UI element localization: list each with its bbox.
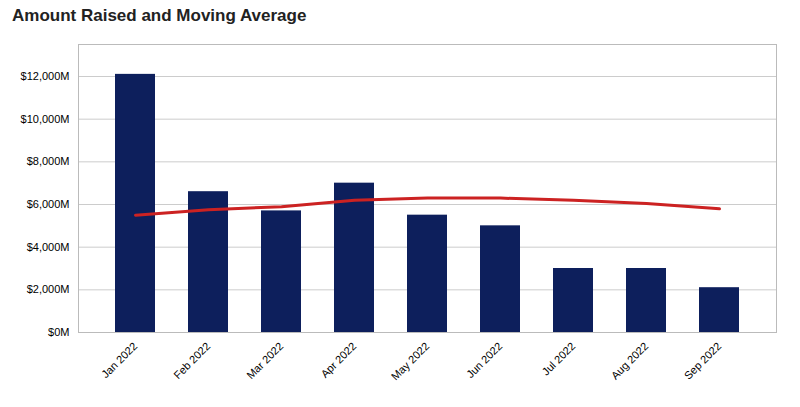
- svg-text:Aug 2022: Aug 2022: [609, 340, 651, 382]
- svg-text:Feb 2022: Feb 2022: [171, 340, 212, 381]
- svg-text:Sep 2022: Sep 2022: [682, 340, 724, 382]
- svg-text:$8,000M: $8,000M: [27, 155, 70, 167]
- svg-text:$4,000M: $4,000M: [27, 241, 70, 253]
- svg-text:Jul 2022: Jul 2022: [540, 340, 578, 378]
- svg-text:Apr 2022: Apr 2022: [318, 340, 358, 380]
- svg-text:$6,000M: $6,000M: [27, 198, 70, 210]
- html-text:Amount Raised and Moving Avera: Amount Raised and Moving Average: [12, 6, 307, 25]
- svg-text:$12,000M: $12,000M: [21, 70, 70, 82]
- svg-text:May 2022: May 2022: [389, 340, 432, 383]
- svg-text:Jun 2022: Jun 2022: [464, 340, 504, 380]
- svg-text:Mar 2022: Mar 2022: [244, 340, 285, 381]
- svg-text:$2,000M: $2,000M: [27, 283, 70, 295]
- svg-text:$10,000M: $10,000M: [21, 113, 70, 125]
- svg-text:$0M: $0M: [48, 326, 69, 338]
- svg-text:Jan 2022: Jan 2022: [99, 340, 139, 380]
